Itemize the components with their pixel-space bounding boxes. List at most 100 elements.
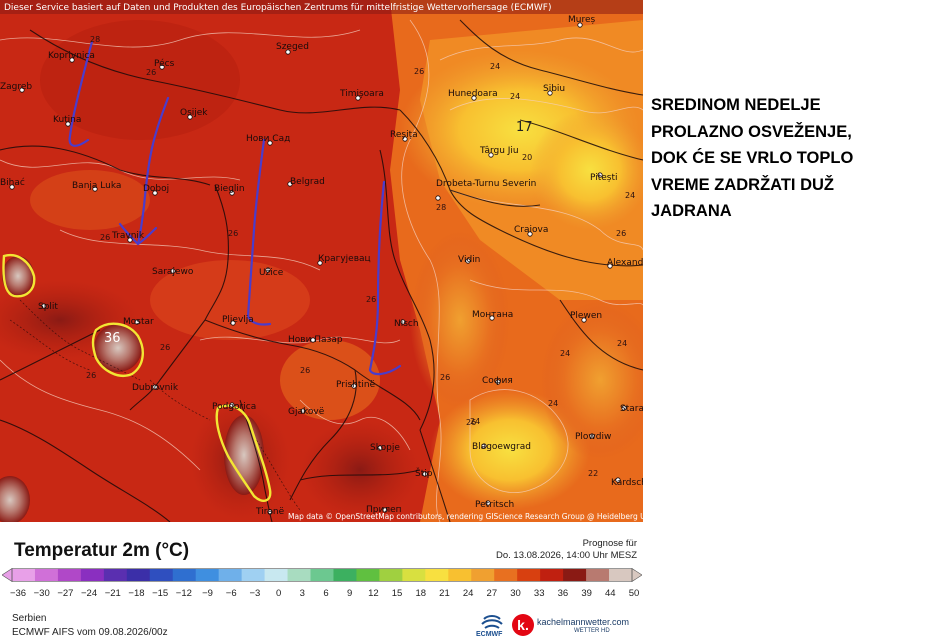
ecmwf-notice: Dieser Service basiert auf Daten und Pro… (4, 3, 552, 13)
color-scale-swatch (287, 569, 312, 581)
city-label: Belgrad (290, 177, 325, 187)
city-label: Mureș (568, 15, 596, 25)
color-scale-swatch (563, 569, 587, 581)
city-label: Hunedoara (448, 89, 498, 99)
color-scale-swatch (126, 569, 151, 581)
contour-label: 26 (466, 418, 476, 427)
headline: SREDINOM NEDELJE PROLAZNO OSVEŽENJE, DOK… (651, 92, 931, 225)
color-scale-swatch (448, 569, 472, 581)
color-scale-tick-label: 27 (486, 588, 498, 599)
map-attribution: Map data © OpenStreetMap contributors, r… (288, 512, 678, 521)
contour-label: 22 (588, 469, 598, 478)
color-scale-tick-label: 3 (299, 588, 305, 599)
city-label: Pitești (590, 173, 618, 183)
city-label: Užice (259, 268, 284, 278)
ecmwf-label: ECMWF (476, 631, 503, 638)
contour-label: 17 (516, 120, 533, 135)
color-scale-tick-label: 50 (628, 588, 640, 599)
city-label: София (482, 376, 513, 386)
headline-line: SREDINOM NEDELJE (651, 96, 821, 114)
contour-label: 26 (616, 229, 626, 238)
prognose-label: Prognose für (582, 538, 637, 549)
contour-label: 20 (522, 153, 532, 162)
contour-label: 26 (100, 233, 110, 242)
brand-sub-label: WETTER HD (574, 628, 610, 634)
city-label: Нови Пазар (288, 335, 343, 345)
color-scale-swatch (356, 569, 380, 581)
color-scale-tick-label: 24 (462, 588, 474, 599)
city-label: Prishtinë (336, 380, 376, 390)
city-label: Stara (620, 404, 643, 414)
headline-line: DOK ĆE SE VRLO TOPLO (651, 149, 854, 167)
city-label: Podgorica (212, 402, 256, 412)
color-scale-swatch (34, 569, 59, 581)
ecmwf-logo-icon (481, 615, 503, 629)
temperature-map: Koprivnica Pécs Szeged Zagreb Osijek Tim… (0, 0, 643, 522)
city-label: Pécs (154, 58, 175, 69)
forecast-time: Prognose für Do. 13.08.2026, 14:00 Uhr M… (496, 538, 637, 562)
city-label: Pljevlja (222, 315, 254, 325)
city-label: Sarajewo (152, 267, 194, 277)
color-scale-swatch (80, 569, 105, 581)
contour-label: 36 (104, 331, 121, 346)
color-scale-swatch (586, 569, 610, 581)
color-scale-tick-label: −3 (249, 588, 261, 599)
city-label: Blagoewgrad (472, 442, 531, 452)
city-label: Tiranë (255, 507, 285, 517)
city-label: Szeged (276, 42, 309, 52)
color-scale-tick-label: −15 (152, 588, 169, 599)
contour-label: 26 (300, 366, 310, 375)
contour-label: 28 (436, 203, 446, 212)
color-scale-tick-label: −24 (81, 588, 98, 599)
color-scale-tick-label: 39 (581, 588, 592, 599)
city-label: Нови Сад (246, 134, 290, 144)
city-label: Dubrovnik (132, 383, 179, 393)
city-label: Timișoara (339, 89, 384, 99)
color-scale-tick-label: −6 (225, 588, 237, 599)
color-scale-frame (11, 568, 633, 582)
headline-line: JADRANA (651, 202, 732, 220)
city-label: Doboj (143, 184, 169, 194)
color-scale-swatch (218, 569, 243, 581)
color-scale-swatch (12, 569, 36, 581)
city-label: Craiova (514, 225, 548, 235)
color-scale-max-arrow (631, 568, 642, 582)
color-scale-tick-label: 36 (557, 588, 569, 599)
contour-label: 24 (548, 399, 558, 408)
city-label: Petritsch (475, 500, 514, 510)
contour-label: 26 (160, 343, 170, 352)
city-label: Travnik (111, 231, 145, 241)
city-label: Крагујевац (318, 254, 371, 264)
kachelmann-logo-icon: k. (512, 614, 534, 636)
color-scale-tick-label: −27 (57, 588, 74, 599)
color-scale-tick-label: 9 (347, 588, 353, 599)
city-label: Štip (415, 467, 433, 479)
city-label: Nisch (394, 319, 419, 329)
contour-label: 26 (440, 373, 450, 382)
contour-label: 24 (560, 349, 570, 358)
color-scale-swatch (494, 569, 518, 581)
color-scale-swatch (402, 569, 426, 581)
color-scale-min-arrow (2, 568, 13, 582)
color-scale-tick-label: 15 (391, 588, 403, 599)
color-scale-swatch (425, 569, 449, 581)
contour-label: 28 (90, 35, 100, 44)
color-scale-tick-label: 30 (510, 588, 521, 599)
color-scale-tick-label: −9 (202, 588, 213, 599)
city-label: Koprivnica (48, 51, 95, 61)
color-scale-swatch (103, 569, 128, 581)
city-label: Plewen (570, 311, 602, 321)
color-scale-swatch (264, 569, 289, 581)
color-scale-tick-label: −30 (33, 588, 50, 599)
city-label: Skopje (370, 443, 400, 453)
color-scale-swatch (172, 569, 197, 581)
city-label: Drobeta-Turnu Severin (436, 179, 536, 189)
color-scale-swatch (609, 569, 633, 581)
headline-line: PROLAZNO OSVEŽENJE, (651, 122, 852, 141)
color-scale-swatch (379, 569, 403, 581)
color-scale-tick-label: 44 (605, 588, 616, 599)
city-label: Plowdiw (575, 432, 611, 442)
city-label: Kardsch (611, 478, 643, 488)
color-scale-tick-label: 12 (368, 588, 379, 599)
legend-title: Temperatur 2m (°C) (14, 540, 190, 561)
